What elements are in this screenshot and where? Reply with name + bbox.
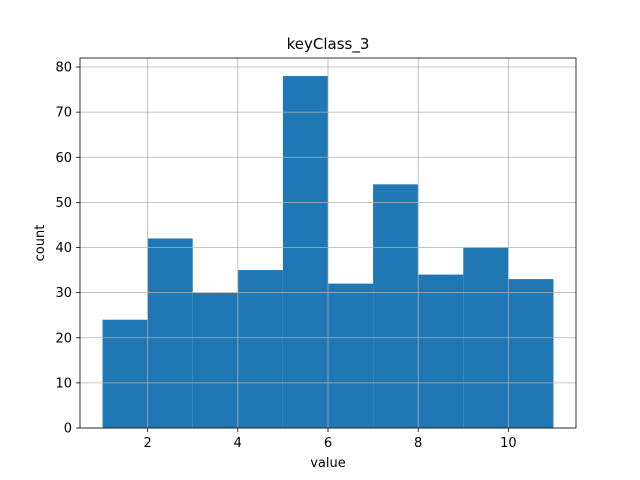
y-tick-label: 70: [55, 106, 72, 121]
bar-2: [147, 238, 193, 428]
bar-3: [192, 292, 238, 428]
bar-7: [373, 184, 419, 428]
x-tick-label: 2: [143, 436, 151, 451]
y-axis-label: count: [33, 225, 48, 262]
x-tick-label: 10: [500, 436, 517, 451]
chart-title: keyClass_3: [287, 35, 370, 54]
bar-6: [328, 283, 374, 428]
bar-4: [237, 270, 283, 428]
bar-1: [102, 319, 148, 428]
grid-lines: [80, 58, 576, 429]
y-tick-label: 10: [55, 376, 72, 391]
y-tick-label: 80: [55, 61, 72, 76]
y-axis-ticks: 0 10 20 30 40 50 60 70 80: [55, 61, 80, 437]
y-tick-label: 0: [64, 422, 72, 437]
bar-5: [282, 76, 328, 429]
x-axis-ticks: 2 4 6 8 10: [143, 428, 517, 451]
y-tick-label: 50: [55, 196, 72, 211]
bar-8: [418, 274, 464, 428]
x-tick-label: 6: [324, 436, 332, 451]
x-axis-label: value: [310, 456, 346, 471]
y-tick-label: 20: [55, 331, 72, 346]
y-tick-label: 40: [55, 241, 72, 256]
y-tick-label: 60: [55, 151, 72, 166]
bar-10: [508, 279, 554, 428]
x-tick-label: 8: [414, 436, 422, 451]
y-tick-label: 30: [55, 286, 72, 301]
x-tick-label: 4: [234, 436, 242, 451]
